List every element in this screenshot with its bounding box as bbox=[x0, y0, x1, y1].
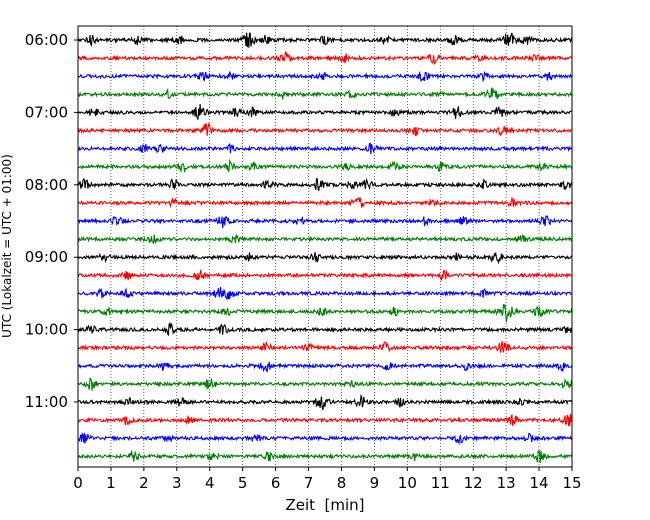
seismogram-trace bbox=[77, 340, 573, 353]
plot-area bbox=[78, 26, 572, 467]
x-tick-label: 11 bbox=[431, 474, 450, 492]
seismogram-traces bbox=[77, 32, 573, 464]
seismogram-trace bbox=[77, 177, 573, 192]
x-tick-label: 2 bbox=[139, 474, 149, 492]
y-axis-ticks: 06:00 07:00 08:00 09:00 10:00 11:00 bbox=[25, 31, 78, 411]
y-tick-label: 09:00 bbox=[25, 248, 68, 266]
seismogram-trace bbox=[77, 158, 573, 174]
x-tick-label: 5 bbox=[238, 474, 248, 492]
seismogram-trace bbox=[77, 234, 573, 244]
seismogram-trace bbox=[77, 322, 573, 337]
x-tick-label: 7 bbox=[304, 474, 314, 492]
seismogram-trace bbox=[77, 304, 573, 322]
x-axis-ticks: 0 1 2 3 4 5 6 7 8 9 10 11 12 13 14 15 bbox=[73, 467, 582, 492]
y-axis-label: UTC (Lokalzeit = UTC + 01:00) bbox=[0, 154, 14, 338]
seismogram-trace bbox=[77, 196, 573, 209]
x-tick-label: 4 bbox=[205, 474, 215, 492]
seismogram-trace bbox=[77, 431, 573, 446]
x-tick-label: 13 bbox=[497, 474, 516, 492]
seismogram-trace bbox=[77, 251, 573, 265]
y-tick-label: 06:00 bbox=[25, 31, 68, 49]
x-tick-label: 8 bbox=[337, 474, 347, 492]
seismogram-trace bbox=[77, 51, 573, 65]
seismogram-trace bbox=[77, 377, 573, 391]
y-tick-label: 11:00 bbox=[25, 393, 68, 411]
x-tick-label: 9 bbox=[370, 474, 380, 492]
x-tick-label: 10 bbox=[398, 474, 417, 492]
x-axis-label: Zeit [min] bbox=[285, 496, 364, 514]
seismogram-trace bbox=[77, 394, 573, 411]
seismogram-trace bbox=[77, 269, 572, 282]
y-tick-label: 10:00 bbox=[25, 321, 68, 339]
seismogram-trace bbox=[77, 214, 573, 229]
seismogram-trace bbox=[77, 104, 573, 120]
x-tick-label: 1 bbox=[106, 474, 116, 492]
x-tick-label: 12 bbox=[464, 474, 483, 492]
seismogram-trace bbox=[77, 70, 573, 83]
seismogram-trace bbox=[77, 287, 573, 301]
seismogram-trace bbox=[77, 123, 573, 137]
seismogram-trace bbox=[77, 361, 573, 373]
x-tick-label: 14 bbox=[530, 474, 549, 492]
y-tick-label: 08:00 bbox=[25, 176, 68, 194]
seismogram-trace bbox=[77, 413, 573, 427]
seismogram-trace bbox=[77, 142, 573, 155]
x-tick-label: 15 bbox=[562, 474, 581, 492]
seismogram-trace bbox=[77, 87, 573, 100]
y-tick-label: 07:00 bbox=[25, 103, 68, 121]
seismogram-trace bbox=[77, 449, 573, 464]
x-tick-label: 6 bbox=[271, 474, 281, 492]
seismogram-trace bbox=[77, 32, 573, 48]
x-tick-label: 3 bbox=[172, 474, 182, 492]
plot-frame bbox=[77, 25, 573, 468]
x-tick-label: 0 bbox=[73, 474, 83, 492]
